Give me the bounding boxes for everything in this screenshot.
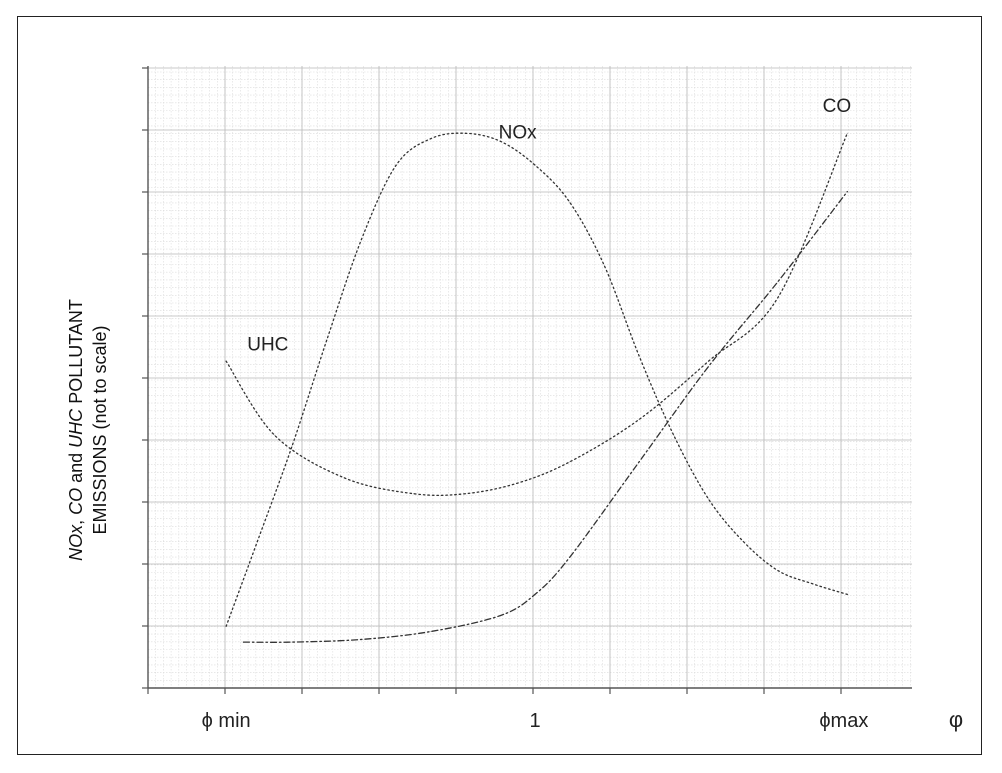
data-point-nox: [673, 434, 675, 436]
data-point-nox: [326, 339, 328, 341]
x-axis-label: φ: [949, 707, 963, 732]
data-point-uhc: [412, 493, 415, 495]
data-point-co: [499, 615, 501, 617]
data-point-nox: [603, 265, 606, 267]
data-point-nox: [569, 201, 571, 203]
data-point-uhc: [465, 493, 467, 495]
data-point-nox: [430, 138, 432, 140]
x-tick-label: 1: [529, 710, 540, 732]
x-tick-label: ϕ min: [202, 710, 251, 732]
data-point-co: [242, 641, 245, 643]
data-point-co: [534, 593, 536, 596]
data-point-uhc: [777, 297, 779, 299]
data-point-nox: [638, 355, 640, 357]
data-point-nox: [812, 583, 814, 585]
chart-frame: [17, 16, 982, 755]
series-line-uhc: [225, 132, 848, 497]
data-point-uhc: [846, 132, 848, 134]
data-point-uhc: [707, 360, 710, 362]
data-point-co: [360, 638, 363, 641]
data-point-nox: [846, 593, 848, 596]
data-point-co: [846, 191, 848, 193]
data-point-co: [291, 641, 293, 643]
data-point-uhc: [569, 461, 571, 463]
data-point-nox: [465, 132, 467, 134]
data-point-nox: [534, 164, 536, 166]
data-point-uhc: [274, 434, 276, 436]
data-point-nox: [225, 625, 227, 627]
data-point-uhc: [638, 418, 640, 421]
data-point-uhc: [517, 482, 519, 484]
data-point-co: [569, 556, 571, 558]
data-point-co: [777, 281, 779, 283]
data-point-nox: [360, 238, 363, 240]
x-tick-label: ϕmax: [819, 710, 868, 732]
data-point-nox: [291, 445, 293, 447]
data-point-nox: [777, 569, 779, 572]
series-line-co: [242, 190, 848, 643]
data-point-co: [430, 630, 432, 633]
series-label-co: CO: [823, 96, 852, 117]
series-label-nox: NOx: [499, 123, 538, 144]
data-point-nox: [707, 498, 710, 500]
data-point-nox: [256, 540, 258, 543]
data-point-uhc: [343, 477, 345, 479]
series-line-nox: [225, 132, 848, 627]
data-point-co: [638, 461, 640, 463]
series-label-uhc: UHC: [247, 335, 288, 356]
data-point-nox: [395, 164, 397, 166]
data-point-uhc: [225, 360, 227, 362]
data-point-co: [707, 365, 710, 368]
data-point-nox: [499, 140, 501, 142]
data-point-nox: [742, 540, 744, 543]
